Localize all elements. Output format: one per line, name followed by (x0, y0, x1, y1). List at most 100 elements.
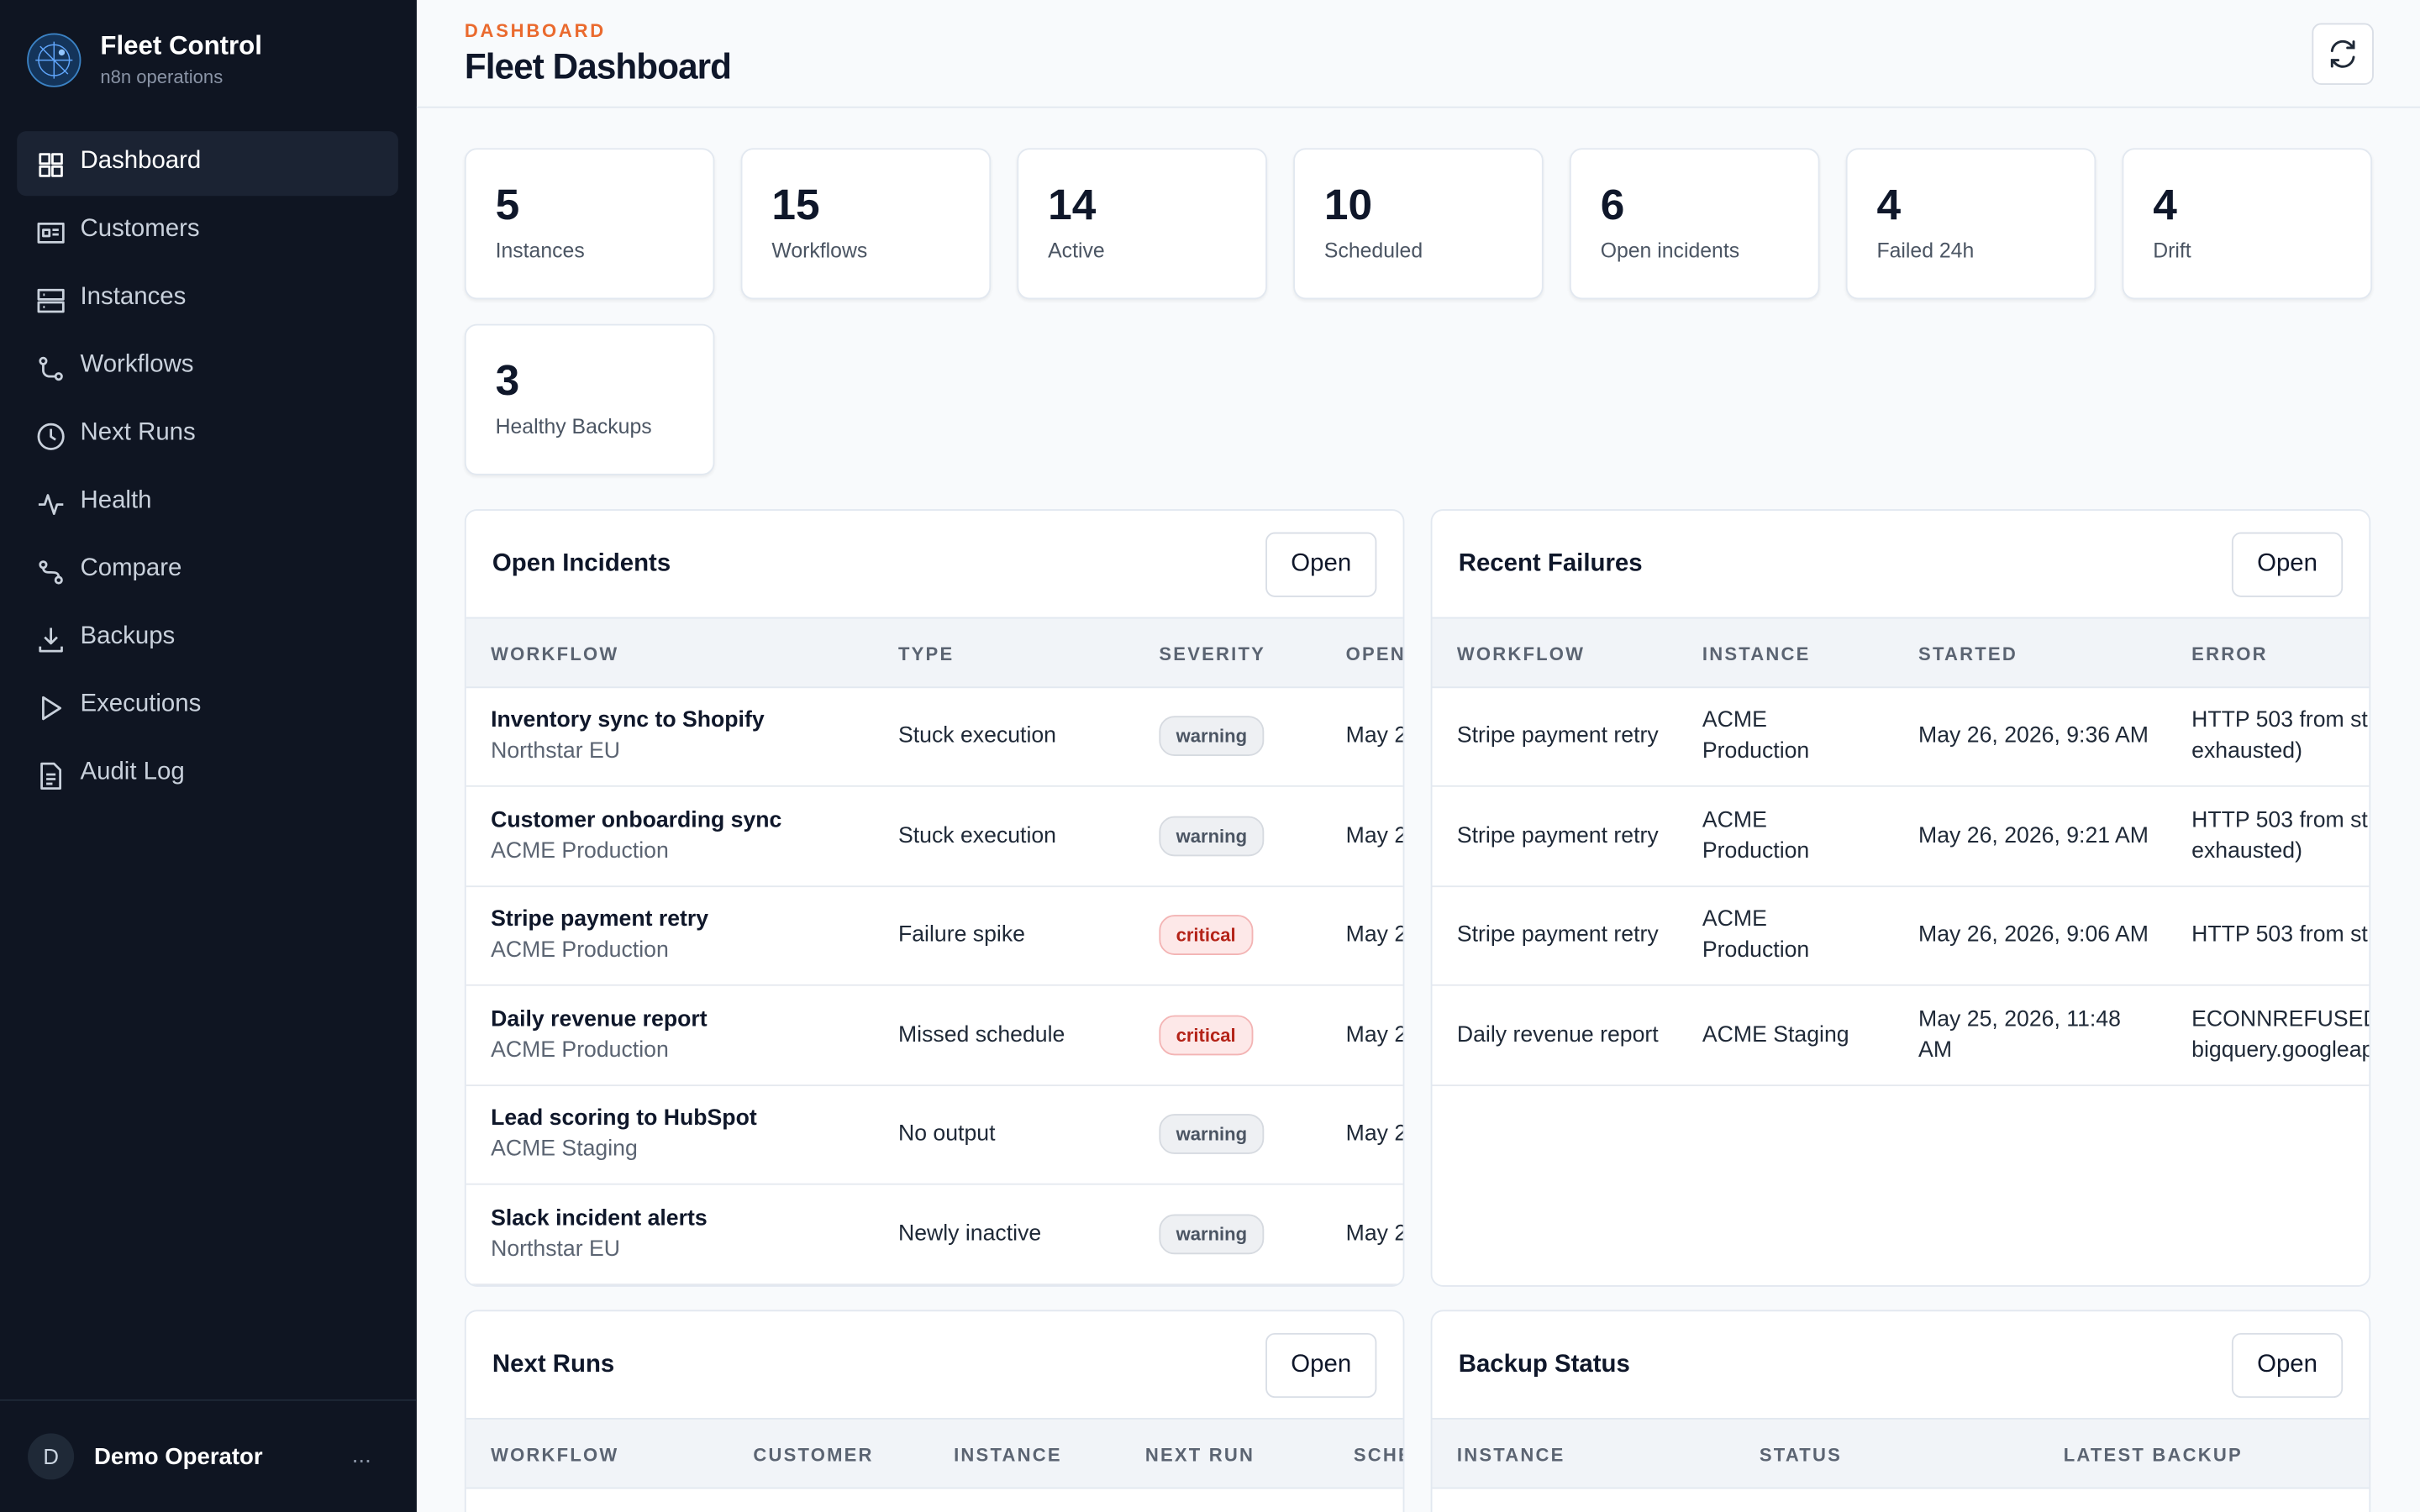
column-header: WORKFLOW (1456, 643, 1586, 665)
nav-label: Instances (80, 283, 187, 311)
table-cell: Stripe payment retry (1457, 721, 1673, 752)
panel: Next Runs Open WORKFLOW CUSTOMER INSTANCE NEX… (464, 1310, 1405, 1512)
cell-text: Stripe payment retry (1456, 723, 1659, 748)
stat-card: 3 Healthy Backups (464, 323, 715, 475)
table-row: Stripe payment retry ACME Production May 2… (1432, 885, 2370, 986)
cell-title: Slack incident alerts (491, 1205, 708, 1231)
cell-text: No output (897, 1121, 996, 1147)
cell-subtitle: Northstar EU (491, 1236, 621, 1262)
brand-subtitle: n8n operations (100, 66, 224, 88)
table-row: Stripe payment retry ACME Production Failu… (466, 885, 1405, 986)
column-header: STARTED (1918, 643, 2018, 665)
severity-badge: critical (1159, 1014, 1253, 1055)
panel-title: Backup Status (1458, 1351, 1630, 1378)
table-cell: ECONNREFUSED bigquery.googleap (2191, 1004, 2369, 1065)
table-cell: May 26, 2026, 9:06 AM (1918, 920, 2150, 951)
panel-button[interactable]: Open (2231, 532, 2344, 597)
panel-button[interactable]: Open (2231, 1332, 2344, 1399)
nav-item[interactable]: Dashboard (17, 131, 398, 197)
severity-badge: warning (1159, 716, 1265, 757)
nav-item[interactable]: Instances (17, 267, 398, 332)
column-header: CUSTOMER (753, 1444, 874, 1466)
table-cell: Daily revenue report ACME Production (491, 1004, 876, 1065)
table-cell: May 26, 2026, 9:36 AM (1918, 721, 2150, 752)
nav-icon (39, 356, 63, 381)
table-cell: May 2 (1345, 820, 1405, 851)
nav-label: Executions (80, 690, 202, 718)
nav-label: Compare (80, 555, 182, 582)
table-row: Daily revenue report ACME Production Misse… (466, 985, 1403, 1086)
panel-button[interactable]: Open (1265, 532, 1377, 597)
stat-value: 4 (2153, 180, 2177, 228)
nav-label: Workflows (80, 351, 194, 379)
stat-value: 3 (495, 356, 520, 405)
stat-card: 14 Active (1017, 148, 1267, 300)
nav-item[interactable]: Compare (17, 538, 398, 603)
table-cell: warning (1159, 716, 1328, 757)
nav-item[interactable]: Workflows (17, 335, 398, 400)
refresh-button[interactable] (2312, 23, 2374, 86)
user: D Demo Operator ... (0, 1399, 417, 1512)
nav-icon (40, 762, 62, 790)
stat-label: Active (1048, 239, 1105, 263)
nav-icon (39, 560, 63, 585)
table-cell: Inventory sync to Shopify Northstar EU (491, 705, 876, 766)
nav-icon (39, 627, 63, 653)
table-header: WORKFLOW INSTANCE STARTED ERROR (1432, 617, 2370, 689)
cell-subtitle: Northstar EU (491, 738, 621, 764)
panel-title: Open Incidents (492, 550, 671, 577)
table-cell: Newly inactive (898, 1218, 1145, 1249)
table-header: INSTANCE STATUS LATEST BACKUP (1432, 1417, 2370, 1489)
sidebar: Fleet Control n8n operations Dashboard Cu… (0, 0, 417, 1512)
nav-item[interactable]: Next Runs (17, 402, 398, 467)
nav-item[interactable]: Health (17, 470, 398, 535)
cell-text: ACME Production (1702, 708, 1810, 764)
nav-label: Customers (80, 216, 200, 243)
table-row: Stripe payment retry ACME Production May 2… (1432, 686, 2370, 787)
panel-button[interactable]: Open (1265, 1332, 1377, 1399)
stat-value: 5 (495, 180, 520, 228)
nav-label: Dashboard (80, 148, 202, 175)
cell-title: Customer onboarding sync (491, 807, 782, 832)
avatar: D (28, 1433, 75, 1480)
cell-text: May 25, 2026, 11:48 AM (1918, 1006, 2121, 1063)
cell-text: Newly inactive (897, 1221, 1042, 1247)
severity-badge: warning (1159, 1213, 1265, 1254)
stat-value: 4 (1876, 180, 1902, 228)
nav-item[interactable]: Backups (17, 606, 398, 671)
cell-text: May 26, 2026, 9:06 AM (1918, 922, 2149, 948)
table-cell: ACME Production (1702, 705, 1872, 766)
nav-item[interactable]: Executions (17, 675, 398, 739)
nav-icon (37, 423, 65, 450)
table-cell: warning (1159, 1114, 1328, 1154)
eyebrow: DASHBOARD (464, 19, 606, 42)
cell-text: May 2 (1345, 922, 1405, 948)
table-cell: HTTP 503 from st exhausted) (2191, 805, 2369, 866)
table-cell: Stuck execution (898, 721, 1145, 752)
column-header: OPEN (1345, 643, 1405, 665)
panel-title: Next Runs (492, 1351, 615, 1378)
severity-badge: warning (1159, 815, 1265, 856)
cell-title: Daily revenue report (491, 1006, 708, 1032)
page-title: Fleet Dashboard (464, 46, 732, 87)
table-cell: Stuck execution (898, 820, 1145, 851)
nav-label: Health (80, 487, 152, 514)
stat-label: Scheduled (1323, 239, 1423, 263)
table-cell: May 2 (1346, 1218, 1403, 1249)
table-cell: May 25, 2026, 11:48 AM (1918, 1004, 2150, 1065)
cell-text: Stripe payment retry (1456, 822, 1659, 848)
table-cell: Failure spike (898, 920, 1145, 951)
stat-label: Instances (495, 239, 585, 263)
column-header: INSTANCE (1702, 643, 1811, 665)
cell-text: May 2 (1345, 822, 1405, 848)
cell-text: Stuck execution (897, 723, 1057, 748)
table-cell: May 2 (1346, 721, 1403, 752)
nav-item[interactable]: Audit Log (17, 742, 398, 806)
user-menu[interactable]: ... (351, 1442, 371, 1469)
cell-text: ACME Staging (1702, 1021, 1849, 1047)
cell-text: Failure spike (897, 922, 1025, 948)
panel: Open Incidents Open WORKFLOW TYPE SEVERITY OP… (464, 509, 1405, 1287)
nav-item[interactable]: Customers (17, 199, 398, 264)
column-header: NEXT RUN (1144, 1444, 1255, 1466)
